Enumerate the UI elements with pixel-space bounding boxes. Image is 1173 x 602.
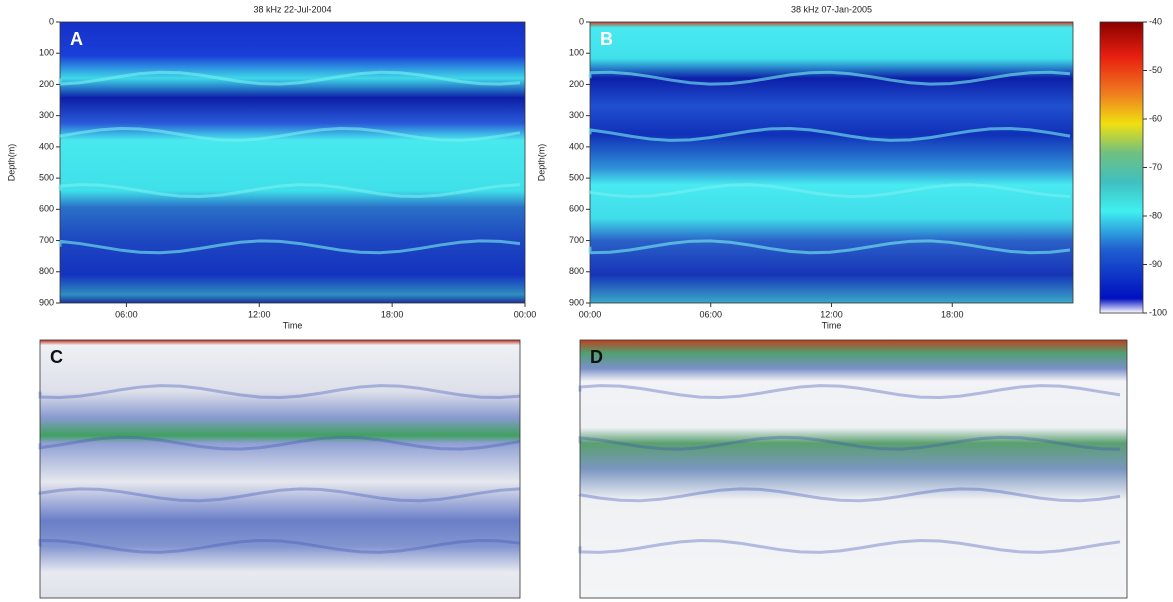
echogram-image [590, 22, 1073, 303]
y-tick-label: 600 [569, 204, 584, 214]
y-tick-label: 200 [569, 79, 584, 89]
y-tick-label: 800 [39, 266, 54, 276]
x-tick-label: 18:00 [381, 309, 404, 319]
panel-label: B [600, 29, 613, 49]
x-tick-label: 00:00 [514, 309, 537, 319]
colorbar-tick-label: -90 [1149, 259, 1162, 269]
y-tick-label: 900 [569, 297, 584, 307]
y-tick-label: 500 [39, 172, 54, 182]
echogram-image [60, 22, 525, 303]
panel-label: A [70, 29, 83, 49]
x-tick-label: 18:00 [941, 309, 964, 319]
echogram-image [580, 340, 1127, 598]
x-axis-label: Time [822, 320, 842, 330]
colorbar-tick-label: -70 [1149, 162, 1162, 172]
echogram-image [40, 340, 520, 598]
colorbar-tick-label: -60 [1149, 113, 1162, 123]
y-tick-label: 700 [569, 235, 584, 245]
y-tick-label: 900 [39, 297, 54, 307]
y-tick-label: 100 [39, 48, 54, 58]
panel-label: D [590, 347, 603, 367]
y-axis-label: Depth(m) [6, 144, 16, 182]
y-tick-label: 400 [569, 141, 584, 151]
y-axis-label: Depth(m) [536, 144, 546, 182]
colorbar-tick-label: -100 [1149, 307, 1167, 317]
y-tick-label: 0 [579, 16, 584, 26]
y-tick-label: 500 [569, 172, 584, 182]
colorbar-tick-label: -50 [1149, 65, 1162, 75]
chart-title: 38 kHz 22-Jul-2004 [253, 4, 331, 14]
x-axis-label: Time [283, 320, 303, 330]
y-tick-label: 800 [569, 266, 584, 276]
x-tick-label: 00:00 [579, 309, 602, 319]
panel-label: C [50, 347, 63, 367]
colorbar-tick-label: -80 [1149, 210, 1162, 220]
figure: A 38 kHz 22-Jul-2004 0 100 200 300 400 500 600 70… [0, 0, 1173, 602]
x-tick-label: 06:00 [699, 309, 722, 319]
y-tick-label: 300 [39, 110, 54, 120]
colorbar-tick-label: -40 [1149, 16, 1162, 26]
x-tick-label: 12:00 [820, 309, 843, 319]
y-tick-label: 200 [39, 79, 54, 89]
y-tick-label: 600 [39, 204, 54, 214]
y-tick-label: 700 [39, 235, 54, 245]
y-tick-label: 0 [49, 16, 54, 26]
y-tick-label: 400 [39, 141, 54, 151]
x-tick-label: 06:00 [115, 309, 138, 319]
chart-title: 38 kHz 07-Jan-2005 [791, 4, 872, 14]
colorbar [1100, 22, 1143, 313]
y-tick-label: 100 [569, 48, 584, 58]
x-tick-label: 12:00 [248, 309, 271, 319]
y-tick-label: 300 [569, 110, 584, 120]
